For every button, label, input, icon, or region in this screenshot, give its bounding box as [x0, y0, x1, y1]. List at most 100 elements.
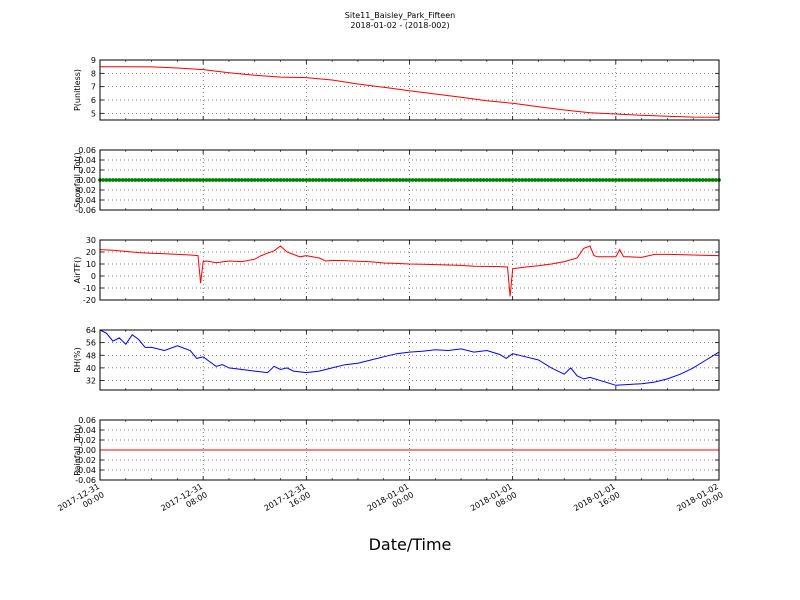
- data-point: [385, 178, 389, 182]
- data-point: [552, 178, 557, 182]
- data-point: [262, 178, 267, 182]
- data-line: [99, 245, 720, 297]
- data-point: [368, 178, 373, 182]
- data-point: [472, 178, 476, 182]
- data-point: [633, 178, 638, 182]
- data-point: [433, 178, 438, 182]
- data-point: [575, 178, 580, 182]
- data-point: [652, 178, 657, 182]
- x-axis-label: Date/Time: [368, 535, 452, 554]
- data-point: [684, 178, 689, 182]
- data-point: [372, 178, 376, 182]
- data-point: [375, 178, 380, 182]
- y-tick-label: 0.00: [78, 176, 96, 185]
- data-point: [272, 178, 276, 182]
- data-point: [620, 178, 625, 182]
- data-point: [275, 178, 280, 182]
- y-tick-label: -0.06: [75, 206, 96, 215]
- subplot-2: -0.06-0.04-0.020.000.020.040.06Snowfall_…: [73, 146, 721, 215]
- data-point: [697, 178, 702, 182]
- data-point: [665, 178, 670, 182]
- data-point: [630, 178, 634, 182]
- data-line: [100, 66, 720, 118]
- data-point: [214, 178, 218, 182]
- y-tick-label: 0: [91, 272, 96, 281]
- data-point: [446, 178, 451, 182]
- data-point: [401, 178, 405, 182]
- data-point: [439, 178, 444, 182]
- x-tick-label: 2017-12-3108:00: [159, 482, 209, 521]
- data-point: [488, 178, 492, 182]
- y-tick-label: 0.02: [78, 436, 96, 445]
- data-point: [533, 178, 538, 182]
- chart-subtitle: 2018-01-02 - (2018-002): [350, 21, 450, 30]
- x-tick-label: 2018-01-0116:00: [572, 482, 622, 521]
- y-tick-label: -0.04: [75, 466, 96, 475]
- data-point: [623, 178, 628, 182]
- data-point: [713, 178, 718, 182]
- data-point: [110, 178, 115, 182]
- data-point: [140, 178, 144, 182]
- data-point: [365, 178, 370, 182]
- data-point: [259, 178, 264, 182]
- data-point: [217, 178, 222, 182]
- data-point: [114, 178, 119, 182]
- data-point: [468, 178, 473, 182]
- y-tick-label: 0.04: [78, 156, 96, 165]
- data-point: [426, 178, 431, 182]
- y-tick-label: 48: [86, 351, 96, 360]
- data-point: [591, 178, 596, 182]
- data-point: [162, 178, 167, 182]
- data-point: [662, 178, 667, 182]
- data-point: [700, 178, 705, 182]
- data-point: [549, 178, 554, 182]
- data-point: [517, 178, 522, 182]
- data-point: [584, 178, 589, 182]
- data-point: [675, 178, 679, 182]
- x-tick-label: 2018-01-0100:00: [366, 482, 416, 521]
- y-tick-label: 40: [86, 364, 96, 373]
- data-point: [678, 178, 683, 182]
- y-tick-label: 30: [86, 236, 96, 245]
- y-tick-label: 0.00: [78, 446, 96, 455]
- axes-frame: [99, 329, 720, 391]
- data-point: [362, 178, 367, 182]
- data-point: [249, 178, 254, 182]
- subplot-3: -20 -10 0 10 20 30 AirTF(): [73, 236, 720, 305]
- data-point: [123, 178, 128, 182]
- data-point: [443, 178, 447, 182]
- data-point: [397, 178, 402, 182]
- data-point: [307, 178, 312, 182]
- data-point: [323, 178, 328, 182]
- data-point: [494, 178, 499, 182]
- axes-frame: [99, 149, 720, 211]
- data-point: [543, 178, 547, 182]
- data-point: [120, 178, 125, 182]
- y-axis-label: Snowfall_Tot(): [73, 152, 82, 208]
- data-point: [133, 178, 138, 182]
- y-tick-label: -0.04: [75, 196, 96, 205]
- data-point: [181, 178, 186, 182]
- data-point: [301, 178, 306, 182]
- data-point: [391, 178, 396, 182]
- data-point: [310, 178, 315, 182]
- data-point: [378, 178, 383, 182]
- data-point: [243, 178, 247, 182]
- x-tick-label: 2017-12-3100:00: [56, 482, 106, 521]
- data-point: [198, 178, 202, 182]
- data-point: [265, 178, 270, 182]
- axes-frame: [99, 419, 720, 481]
- y-tick-label: -0.02: [75, 456, 96, 465]
- data-point: [185, 178, 189, 182]
- data-point: [626, 178, 631, 182]
- data-point: [194, 178, 199, 182]
- data-point: [101, 178, 106, 182]
- data-point: [452, 178, 457, 182]
- y-tick-label: 8: [91, 69, 96, 78]
- y-tick-label: 9: [91, 56, 96, 65]
- data-point: [578, 178, 583, 182]
- data-point: [165, 178, 170, 182]
- data-point: [327, 178, 331, 182]
- data-point: [417, 178, 422, 182]
- data-point: [297, 178, 302, 182]
